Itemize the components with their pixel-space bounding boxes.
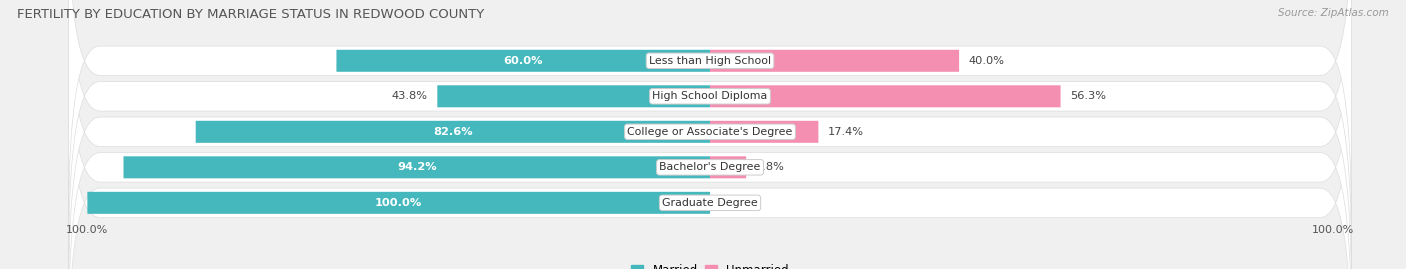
Text: Source: ZipAtlas.com: Source: ZipAtlas.com bbox=[1278, 8, 1389, 18]
FancyBboxPatch shape bbox=[336, 50, 710, 72]
Text: 100.0%: 100.0% bbox=[375, 198, 422, 208]
FancyBboxPatch shape bbox=[710, 85, 1060, 107]
Text: 82.6%: 82.6% bbox=[433, 127, 472, 137]
FancyBboxPatch shape bbox=[69, 0, 1351, 269]
Text: 17.4%: 17.4% bbox=[828, 127, 863, 137]
Text: 40.0%: 40.0% bbox=[969, 56, 1004, 66]
Text: 94.2%: 94.2% bbox=[396, 162, 437, 172]
FancyBboxPatch shape bbox=[87, 192, 710, 214]
Text: 5.8%: 5.8% bbox=[755, 162, 785, 172]
Text: 43.8%: 43.8% bbox=[392, 91, 427, 101]
FancyBboxPatch shape bbox=[437, 85, 710, 107]
FancyBboxPatch shape bbox=[69, 40, 1351, 269]
Text: 56.3%: 56.3% bbox=[1070, 91, 1107, 101]
FancyBboxPatch shape bbox=[69, 0, 1351, 224]
Text: Graduate Degree: Graduate Degree bbox=[662, 198, 758, 208]
Text: 0.0%: 0.0% bbox=[720, 198, 748, 208]
FancyBboxPatch shape bbox=[69, 0, 1351, 259]
FancyBboxPatch shape bbox=[710, 156, 747, 178]
FancyBboxPatch shape bbox=[124, 156, 710, 178]
Text: High School Diploma: High School Diploma bbox=[652, 91, 768, 101]
Legend: Married, Unmarried: Married, Unmarried bbox=[627, 260, 793, 269]
FancyBboxPatch shape bbox=[69, 5, 1351, 269]
Text: 60.0%: 60.0% bbox=[503, 56, 543, 66]
FancyBboxPatch shape bbox=[195, 121, 710, 143]
FancyBboxPatch shape bbox=[710, 121, 818, 143]
Text: FERTILITY BY EDUCATION BY MARRIAGE STATUS IN REDWOOD COUNTY: FERTILITY BY EDUCATION BY MARRIAGE STATU… bbox=[17, 8, 484, 21]
Text: College or Associate's Degree: College or Associate's Degree bbox=[627, 127, 793, 137]
Text: Less than High School: Less than High School bbox=[650, 56, 770, 66]
FancyBboxPatch shape bbox=[710, 50, 959, 72]
Text: Bachelor's Degree: Bachelor's Degree bbox=[659, 162, 761, 172]
